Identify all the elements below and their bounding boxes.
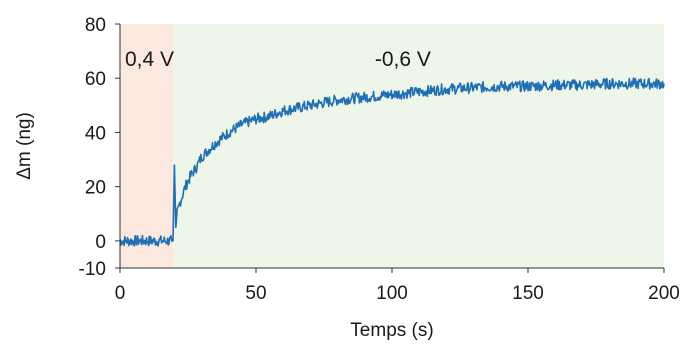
y-tick-label: 80: [85, 15, 106, 36]
x-tick-label: 0: [115, 283, 126, 304]
y-tick-label: 20: [85, 178, 106, 199]
x-tick-label: 200: [648, 283, 680, 304]
voltage-regions: [120, 24, 665, 268]
y-tick-label: 40: [85, 123, 106, 144]
series-line-0: [119, 77, 665, 247]
x-tick-label: 100: [376, 283, 408, 304]
region-labels: 0,4 V -0,6 V: [125, 48, 431, 71]
x-axis-label: Temps (s): [350, 320, 433, 341]
y-tick-label: 60: [85, 69, 106, 90]
region-0: [120, 24, 174, 268]
y-tick-label: 0: [95, 232, 106, 253]
tick-labels: 0 50 100 150 200 -10 0 20 40 60 80: [79, 15, 680, 304]
region-1: [173, 24, 665, 268]
x-tick-label: 150: [512, 283, 544, 304]
x-tick-label: 50: [245, 283, 266, 304]
y-axis-label: Δm (ng): [14, 112, 35, 180]
y-tick-label: -10: [79, 259, 106, 280]
region-label-0: 0,4 V: [125, 48, 174, 71]
region-label-1: -0,6 V: [375, 48, 431, 71]
axes: [115, 23, 665, 273]
series-lines: [119, 77, 665, 247]
